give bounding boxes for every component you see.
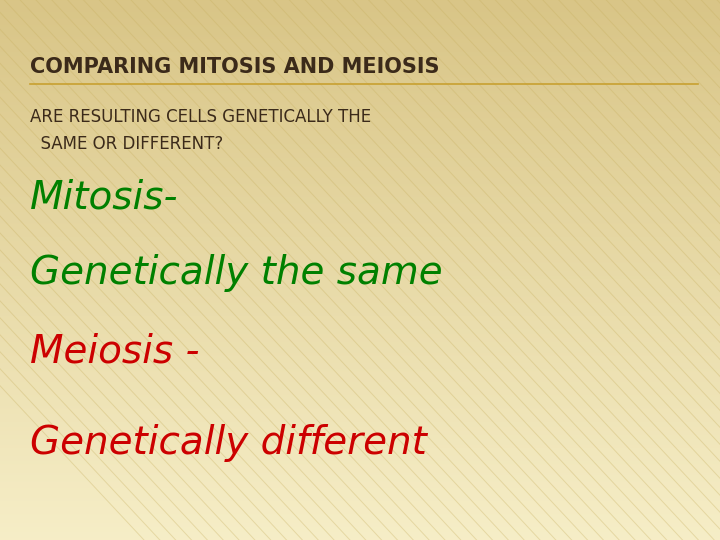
Text: ARE RESULTING CELLS GENETICALLY THE: ARE RESULTING CELLS GENETICALLY THE xyxy=(30,108,372,126)
Text: Genetically different: Genetically different xyxy=(30,424,427,462)
Text: COMPARING MITOSIS AND MEIOSIS: COMPARING MITOSIS AND MEIOSIS xyxy=(30,57,440,77)
Text: Mitosis-: Mitosis- xyxy=(30,178,179,216)
Text: Meiosis -: Meiosis - xyxy=(30,332,199,370)
Text: SAME OR DIFFERENT?: SAME OR DIFFERENT? xyxy=(30,135,223,153)
Text: Genetically the same: Genetically the same xyxy=(30,254,443,292)
